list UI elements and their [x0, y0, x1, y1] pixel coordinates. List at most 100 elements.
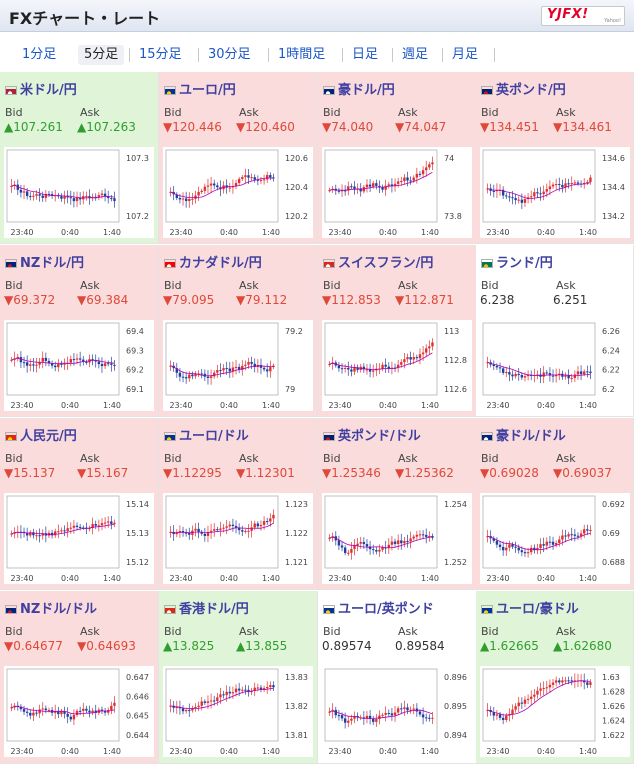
rate-card[interactable]: 豪ドル/円 Bid Ask ▼74.040 ▼74.047 74 73.8 23:4…	[318, 72, 477, 244]
currency-pair-name[interactable]: NZドル/ドル	[5, 598, 97, 617]
mini-candlestick-chart[interactable]: 1.123 1.122 1.121 23:40 0:40 1:40	[163, 493, 313, 584]
rate-card[interactable]: 香港ドル/円 Bid Ask ▲13.825 ▲13.855 13.83 13.8…	[159, 591, 318, 764]
rate-card[interactable]: 豪ドル/ドル Bid Ask ▼0.69028 ▼0.69037 0.692 0.…	[476, 418, 634, 590]
tab-3[interactable]: 30分足	[208, 47, 251, 62]
rate-card[interactable]: NZドル/円 Bid Ask ▼69.372 ▼69.384 69.4 69.3 6…	[0, 245, 159, 417]
candle-body	[60, 530, 63, 532]
mini-candlestick-chart[interactable]: 120.6 120.4 120.2 23:40 0:40 1:40	[163, 147, 313, 238]
rate-card[interactable]: ユーロ/ドル Bid Ask ▼1.12295 ▼1.12301 1.123 1.…	[159, 418, 318, 590]
chart-frame	[6, 322, 120, 396]
y-tick-label: 134.4	[602, 183, 625, 192]
candle-body	[508, 372, 511, 375]
tab-7[interactable]: 月足	[452, 47, 479, 62]
mini-candlestick-chart[interactable]: 134.6 134.4 134.2 23:40 0:40 1:40	[480, 147, 630, 238]
candle-body	[38, 535, 41, 537]
candle-body	[91, 523, 94, 529]
currency-pair-name[interactable]: ランド/円	[481, 252, 553, 271]
candle-body	[213, 529, 216, 531]
currency-pair-name[interactable]: 人民元/円	[5, 425, 77, 444]
candle-body	[69, 197, 72, 199]
candle-body	[387, 712, 390, 714]
ask-value: ▼74.047	[395, 120, 447, 134]
rate-card[interactable]: ランド/円 Bid Ask 6.238 6.251 6.26 6.24 6.22 6.…	[476, 245, 634, 417]
currency-pair-name[interactable]: NZドル/円	[5, 252, 84, 271]
mini-candlestick-chart[interactable]: 13.83 13.82 13.81 23:40 0:40 1:40	[163, 666, 313, 757]
candle-body	[517, 373, 520, 375]
candle-body	[206, 701, 210, 703]
candle-body	[340, 545, 344, 548]
candle-body	[231, 367, 235, 372]
tab-2[interactable]: 15分足	[139, 47, 182, 62]
currency-pair-name[interactable]: スイスフラン/円	[323, 252, 433, 271]
candle-body	[269, 175, 272, 178]
mini-candlestick-chart[interactable]: 113 112.8 112.6 23:40 0:40 1:40	[322, 320, 472, 411]
candle-body	[41, 708, 44, 710]
tab-4[interactable]: 1時間足	[278, 47, 326, 62]
mini-candlestick-chart[interactable]: 79.2 79 23:40 0:40 1:40	[163, 320, 313, 411]
currency-pair-name[interactable]: 米ドル/円	[5, 79, 77, 98]
candle-body	[250, 361, 253, 364]
mini-candlestick-chart[interactable]: 69.4 69.3 69.2 69.1 23:40 0:40 1:40	[4, 320, 154, 411]
candle-body	[508, 544, 511, 548]
tab-separator	[198, 48, 199, 62]
candle-body	[362, 366, 366, 370]
currency-pair-name[interactable]: 英ポンド/円	[481, 79, 566, 98]
mini-candlestick-chart[interactable]: 0.647 0.646 0.645 0.644 23:40 0:40 1:40	[4, 666, 154, 757]
y-tick-label: 112.6	[444, 385, 467, 394]
candle-body	[381, 714, 384, 716]
candle-body	[492, 364, 495, 366]
candle-body	[428, 536, 431, 538]
candle-body	[586, 682, 589, 685]
x-tick-label: 23:40	[169, 228, 192, 237]
currency-pair-name[interactable]: ユーロ/英ポンド	[323, 598, 434, 617]
currency-pair-name[interactable]: カナダドル/円	[164, 252, 262, 271]
currency-pair-name[interactable]: ユーロ/ドル	[164, 425, 249, 444]
mini-candlestick-chart[interactable]: 1.63 1.628 1.626 1.624 1.622 23:40 0:40 1:40	[480, 666, 630, 757]
mini-candlestick-chart[interactable]: 0.692 0.69 0.688 23:40 0:40 1:40	[480, 493, 630, 584]
candle-body	[82, 527, 85, 529]
y-tick-label: 134.6	[602, 154, 625, 163]
candle-body	[353, 186, 356, 190]
rate-card[interactable]: 人民元/円 Bid Ask ▼15.137 ▼15.167 15.14 15.13…	[0, 418, 159, 590]
mini-candlestick-chart[interactable]: 74 73.8 23:40 0:40 1:40	[322, 147, 472, 238]
candle-body	[589, 177, 592, 182]
candle-body	[10, 185, 13, 187]
candle-body	[511, 197, 514, 199]
yjfx-logo[interactable]: YJFX! Yahoo!	[541, 6, 625, 26]
currency-pair-name[interactable]: ユーロ/豪ドル	[481, 598, 579, 617]
rate-card[interactable]: スイスフラン/円 Bid Ask ▼112.853 ▼112.871 113 11…	[318, 245, 477, 417]
candle-body	[32, 364, 35, 366]
rate-card[interactable]: ユーロ/豪ドル Bid Ask ▲1.62665 ▲1.62680 1.63 1.…	[476, 591, 634, 764]
candle-body	[337, 365, 341, 369]
currency-pair-name[interactable]: 英ポンド/ドル	[323, 425, 421, 444]
tab-0[interactable]: 1分足	[22, 47, 57, 62]
tab-1[interactable]: 5分足	[78, 45, 125, 65]
rate-card[interactable]: カナダドル/円 Bid Ask ▼79.095 ▼79.112 79.2 79 23…	[159, 245, 318, 417]
rate-card[interactable]: 英ポンド/円 Bid Ask ▼134.451 ▼134.461 134.6 13…	[476, 72, 634, 244]
tab-6[interactable]: 週足	[402, 47, 429, 62]
y-tick-label: 15.14	[126, 500, 149, 509]
mini-candlestick-chart[interactable]: 0.896 0.895 0.894 23:40 0:40 1:40	[322, 666, 472, 757]
candle-body	[586, 181, 589, 183]
candle-body	[231, 524, 235, 526]
candle-body	[387, 184, 390, 186]
pair-label: ユーロ/ドル	[179, 429, 249, 444]
currency-pair-name[interactable]: ユーロ/円	[164, 79, 236, 98]
mini-candlestick-chart[interactable]: 15.14 15.13 15.12 23:40 0:40 1:40	[4, 493, 154, 584]
mini-candlestick-chart[interactable]: 1.254 1.252 23:40 0:40 1:40	[322, 493, 472, 584]
rate-card[interactable]: ユーロ/円 Bid Ask ▼120.446 ▼120.460 120.6 120…	[159, 72, 318, 244]
candle-body	[191, 708, 194, 711]
mini-candlestick-chart[interactable]: 6.26 6.24 6.22 6.2 23:40 0:40 1:40	[480, 320, 630, 411]
rate-card[interactable]: 英ポンド/ドル Bid Ask ▼1.25346 ▼1.25362 1.254 1…	[318, 418, 477, 590]
rate-card[interactable]: ユーロ/英ポンド Bid Ask 0.89574 0.89584 0.896 0.…	[318, 591, 477, 764]
currency-pair-name[interactable]: 豪ドル/ドル	[481, 425, 566, 444]
tab-5[interactable]: 日足	[352, 47, 379, 62]
mini-candlestick-chart[interactable]: 107.3 107.2 23:40 0:40 1:40	[4, 147, 154, 238]
rate-card[interactable]: 米ドル/円 Bid Ask ▲107.261 ▲107.263 107.3 107…	[0, 72, 159, 244]
candle-body	[237, 366, 241, 370]
candle-body	[213, 372, 216, 377]
candle-body	[72, 359, 76, 361]
rate-card[interactable]: NZドル/ドル Bid Ask ▼0.64677 ▼0.64693 0.647 0…	[0, 591, 159, 764]
currency-pair-name[interactable]: 豪ドル/円	[323, 79, 395, 98]
currency-pair-name[interactable]: 香港ドル/円	[164, 598, 249, 617]
